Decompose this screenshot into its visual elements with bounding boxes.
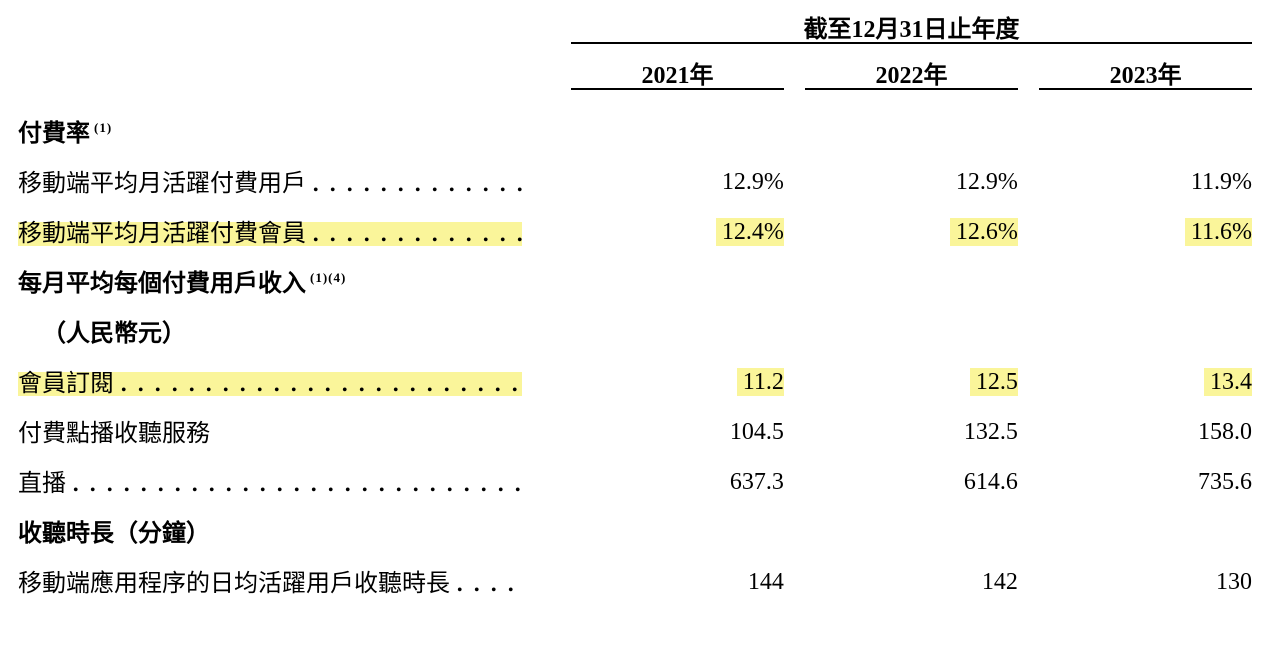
- row-label: 直播: [18, 472, 70, 496]
- row-value-cell: 144: [571, 546, 784, 596]
- dot-leader: ．．．．．．．．．．．．．．．．．．．．．．．．．．．．．．．．．．．．．．．．…: [454, 572, 518, 596]
- row-label-cell: 會員訂閱．．．．．．．．．．．．．．．．．．．．．．．．．．．．．．．．．．．．…: [18, 346, 550, 396]
- table-year-header-row: 2021年 2022年 2023年: [18, 50, 1252, 96]
- table-row: 每月平均每個付費用戶收入(1)(4): [18, 246, 1252, 296]
- row-value: 735.6: [1192, 468, 1252, 496]
- row-value: 158.0: [1192, 418, 1252, 446]
- year-label: 2021年: [641, 63, 713, 89]
- row-value-cell: 13.4: [1039, 346, 1252, 396]
- table-row: 收聽時長（分鐘）: [18, 496, 1252, 546]
- row-label: 付費率: [18, 122, 94, 146]
- row-value-cell: [805, 296, 1018, 346]
- row-label-cell: 直播．．．．．．．．．．．．．．．．．．．．．．．．．．．．．．．．．．．．．．…: [18, 446, 550, 496]
- row-value-cell: [805, 496, 1018, 546]
- row-value-cell: [571, 96, 784, 146]
- financial-table-page: 截至12月31日止年度 2021年 2022年 2023年 付費率(1)移: [0, 0, 1280, 645]
- year-label: 2023年: [1110, 63, 1182, 89]
- row-value-cell: 11.6%: [1039, 196, 1252, 246]
- row-value: 144: [742, 568, 784, 596]
- row-value-cell: [1039, 496, 1252, 546]
- row-value-cell: 735.6: [1039, 446, 1252, 496]
- row-value: 614.6: [958, 468, 1018, 496]
- row-label: 會員訂閱: [18, 372, 118, 396]
- row-label: 移動端平均月活躍付費用戶: [18, 172, 310, 196]
- row-value-cell: 12.6%: [805, 196, 1018, 246]
- row-value: 12.5: [970, 368, 1018, 396]
- row-label: 移動端應用程序的日均活躍用戶收聽時長: [18, 572, 454, 596]
- financial-table: 截至12月31日止年度 2021年 2022年 2023年 付費率(1)移: [18, 18, 1252, 596]
- row-value: 637.3: [724, 468, 784, 496]
- row-value: 11.2: [737, 368, 784, 396]
- row-label-cell: 移動端平均月活躍付費用戶．．．．．．．．．．．．．．．．．．．．．．．．．．．．…: [18, 146, 550, 196]
- row-label: 每月平均每個付費用戶收入: [18, 272, 310, 296]
- row-value: 11.6%: [1185, 218, 1252, 246]
- row-value-cell: 11.9%: [1039, 146, 1252, 196]
- row-value-cell: 158.0: [1039, 396, 1252, 446]
- row-value-cell: 12.4%: [571, 196, 784, 246]
- row-value-cell: [1039, 296, 1252, 346]
- table-body: 付費率(1)移動端平均月活躍付費用戶．．．．．．．．．．．．．．．．．．．．．．…: [18, 96, 1252, 596]
- row-value-cell: [805, 96, 1018, 146]
- row-value-cell: [1039, 246, 1252, 296]
- table-row: 移動端平均月活躍付費會員．．．．．．．．．．．．．．．．．．．．．．．．．．．．…: [18, 196, 1252, 246]
- year-label: 2022年: [875, 63, 947, 89]
- dot-leader: ．．．．．．．．．．．．．．．．．．．．．．．．．．．．．．．．．．．．．．．．…: [310, 222, 522, 246]
- row-label-cell: 每月平均每個付費用戶收入(1)(4): [18, 246, 550, 296]
- row-value-cell: 12.9%: [805, 146, 1018, 196]
- row-value-cell: [571, 246, 784, 296]
- year-col-1: 2022年: [805, 50, 1018, 96]
- row-label-cell: 付費率(1): [18, 96, 550, 146]
- row-label-cell: 付費點播收聽服務: [18, 396, 550, 446]
- table-super-header: 截至12月31日止年度: [571, 18, 1252, 50]
- row-label: （人民幣元）: [18, 322, 190, 346]
- row-value-cell: 637.3: [571, 446, 784, 496]
- year-col-2: 2023年: [1039, 50, 1252, 96]
- row-value-cell: 11.2: [571, 346, 784, 396]
- table-row: 付費點播收聽服務 104.5 132.5 158.0: [18, 396, 1252, 446]
- year-col-0: 2021年: [571, 50, 784, 96]
- super-header-text: 截至12月31日止年度: [804, 17, 1020, 43]
- row-value-cell: [571, 496, 784, 546]
- row-label-superscript: (1)(4): [310, 270, 346, 285]
- row-value: 12.6%: [950, 218, 1018, 246]
- row-value: 130: [1210, 568, 1252, 596]
- row-value: 142: [976, 568, 1018, 596]
- row-label-cell: 移動端平均月活躍付費會員．．．．．．．．．．．．．．．．．．．．．．．．．．．．…: [18, 196, 550, 246]
- row-label-superscript: (1): [94, 120, 112, 135]
- row-value-cell: 614.6: [805, 446, 1018, 496]
- row-value: 12.9%: [950, 168, 1018, 196]
- row-label-cell: 移動端應用程序的日均活躍用戶收聽時長．．．．．．．．．．．．．．．．．．．．．．…: [18, 546, 550, 596]
- table-row: 移動端平均月活躍付費用戶．．．．．．．．．．．．．．．．．．．．．．．．．．．．…: [18, 146, 1252, 196]
- row-value-cell: 130: [1039, 546, 1252, 596]
- row-value: 11.9%: [1185, 168, 1252, 196]
- row-value-cell: [571, 296, 784, 346]
- row-value-cell: [1039, 96, 1252, 146]
- row-value-cell: 104.5: [571, 396, 784, 446]
- row-value: 104.5: [724, 418, 784, 446]
- dot-leader: ．．．．．．．．．．．．．．．．．．．．．．．．．．．．．．．．．．．．．．．．…: [70, 472, 522, 496]
- row-label-cell: 收聽時長（分鐘）: [18, 496, 550, 546]
- table-row: 付費率(1): [18, 96, 1252, 146]
- table-row: 移動端應用程序的日均活躍用戶收聽時長．．．．．．．．．．．．．．．．．．．．．．…: [18, 546, 1252, 596]
- row-value-cell: 12.5: [805, 346, 1018, 396]
- row-value: 12.9%: [716, 168, 784, 196]
- table-row: 直播．．．．．．．．．．．．．．．．．．．．．．．．．．．．．．．．．．．．．．…: [18, 446, 1252, 496]
- row-value-cell: [805, 246, 1018, 296]
- row-label: 收聽時長（分鐘）: [18, 522, 214, 546]
- table-super-header-row: 截至12月31日止年度: [18, 18, 1252, 50]
- row-value: 13.4: [1204, 368, 1252, 396]
- row-value-cell: 12.9%: [571, 146, 784, 196]
- row-label-cell: （人民幣元）: [18, 296, 550, 346]
- table-row: 會員訂閱．．．．．．．．．．．．．．．．．．．．．．．．．．．．．．．．．．．．…: [18, 346, 1252, 396]
- row-value-cell: 142: [805, 546, 1018, 596]
- row-label: 移動端平均月活躍付費會員: [18, 222, 310, 246]
- row-value: 12.4%: [716, 218, 784, 246]
- row-value: 132.5: [958, 418, 1018, 446]
- row-value-cell: 132.5: [805, 396, 1018, 446]
- dot-leader: ．．．．．．．．．．．．．．．．．．．．．．．．．．．．．．．．．．．．．．．．…: [310, 172, 522, 196]
- table-row: （人民幣元）: [18, 296, 1252, 346]
- dot-leader: ．．．．．．．．．．．．．．．．．．．．．．．．．．．．．．．．．．．．．．．．…: [118, 372, 522, 396]
- row-label: 付費點播收聽服務: [18, 422, 214, 446]
